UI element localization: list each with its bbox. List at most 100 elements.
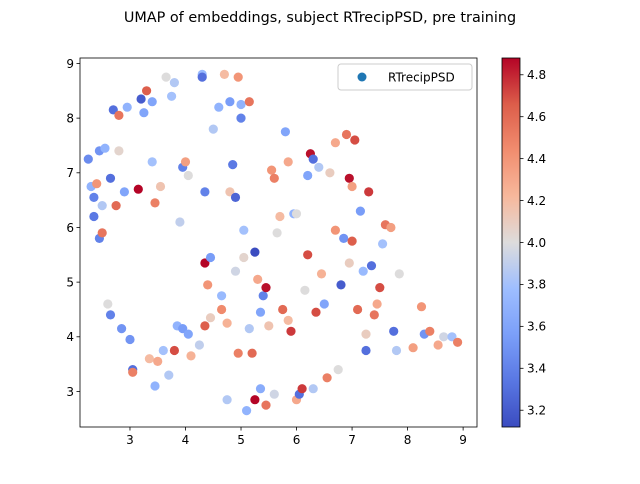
data-point-139 [269,389,279,399]
data-point-50 [205,252,216,263]
data-point-82 [278,304,288,315]
data-point-42 [183,170,193,181]
data-point-23 [139,108,149,118]
data-point-21 [133,184,143,194]
data-point-36 [169,345,179,356]
data-point-52 [214,102,224,112]
data-point-125 [416,302,427,312]
legend-label: RTrecipPSD [388,71,455,85]
data-point-135 [183,329,193,339]
data-point-16 [117,324,127,334]
data-point-27 [147,157,157,167]
data-point-79 [269,173,279,183]
data-point-58 [225,97,235,107]
colorbar-tick-label-4.2: 4.2 [527,194,546,208]
data-point-91 [303,250,313,260]
data-point-149 [197,72,207,82]
data-point-43 [186,351,196,361]
data-point-142 [347,236,357,246]
data-point-147 [344,258,354,268]
data-point-107 [347,181,357,192]
y-axis-ticks: 3 4 5 6 7 8 9 [66,57,80,399]
plot-area: 3 4 5 6 7 8 9 3 4 5 6 7 8 9 [66,57,478,447]
data-point-100 [325,168,335,178]
y-tick-label-3: 3 [66,385,74,399]
data-point-122 [391,345,402,356]
data-point-129 [439,332,449,342]
data-point-3 [89,211,99,222]
colorbar-tick-label-3.4: 3.4 [527,362,546,376]
colorbar-ticks: 3.2 3.4 3.6 3.8 4.0 4.2 4.4 4.6 4.8 [520,68,546,418]
data-point-75 [261,283,271,293]
data-point-0 [83,154,93,164]
data-point-77 [264,321,274,331]
data-point-105 [341,129,352,140]
data-point-109 [353,304,363,315]
data-point-25 [144,354,154,364]
x-tick-label-8: 8 [404,433,412,447]
data-point-65 [236,113,246,123]
legend: RTrecipPSD [337,63,473,91]
data-point-18 [125,334,135,345]
data-point-20 [128,367,138,377]
data-point-94 [308,154,318,164]
data-point-112 [361,345,371,356]
data-point-11 [105,310,116,320]
data-point-61 [230,266,241,276]
data-point-41 [180,157,191,167]
data-point-47 [200,187,210,197]
data-point-145 [217,291,227,301]
data-point-9 [103,299,113,309]
data-point-116 [372,299,382,309]
data-point-141 [330,225,340,235]
data-point-29 [153,356,163,366]
data-point-121 [389,326,399,336]
data-point-24 [142,86,152,96]
data-point-13 [111,201,121,211]
data-point-30 [155,181,166,192]
data-point-66 [239,225,249,235]
data-point-22 [136,94,146,104]
data-point-108 [350,135,360,145]
data-point-64 [236,99,246,110]
data-point-28 [150,198,160,208]
data-point-81 [275,211,285,222]
data-point-110 [355,206,365,216]
x-axis-ticks: 3 4 5 6 7 8 9 [126,427,467,447]
data-point-99 [322,373,332,383]
data-point-73 [255,384,266,394]
data-point-68 [244,97,254,107]
chart-title: UMAP of embeddings, subject RTrecipPSD, … [124,10,516,26]
x-tick-label-5: 5 [237,433,245,447]
data-point-131 [453,337,463,347]
data-point-32 [161,72,171,82]
data-point-10 [105,173,116,183]
data-point-124 [408,343,418,353]
data-point-51 [208,124,218,134]
data-point-15 [114,110,124,120]
data-point-33 [164,370,174,380]
data-point-71 [250,395,260,405]
data-point-104 [339,233,349,243]
data-point-117 [375,283,385,293]
data-point-111 [358,266,368,276]
y-tick-label-6: 6 [66,221,74,235]
data-point-17 [122,102,132,112]
data-point-26 [147,97,157,107]
data-point-103 [336,280,346,290]
data-point-140 [316,269,327,279]
data-point-101 [330,138,340,148]
x-tick-label-7: 7 [348,433,356,447]
data-point-56 [222,395,232,405]
data-point-80 [272,228,282,238]
data-point-74 [258,291,268,301]
data-point-78 [267,165,277,175]
x-tick-label-9: 9 [459,433,467,447]
data-point-143 [361,329,371,339]
axes-background [80,58,477,427]
colorbar-tick-label-3.6: 3.6 [527,320,546,334]
data-point-98 [319,299,329,309]
data-point-49 [203,280,213,290]
data-point-7 [92,179,102,189]
